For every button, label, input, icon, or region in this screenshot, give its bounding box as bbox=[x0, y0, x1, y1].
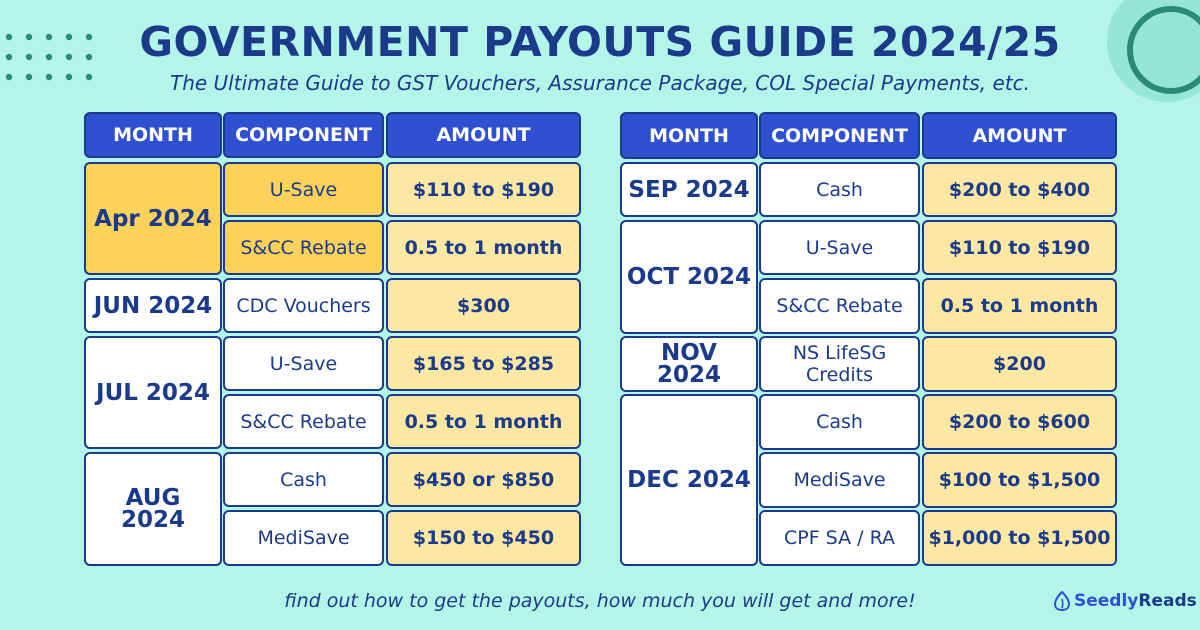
amount-cell: 0.5 to 1 month bbox=[922, 278, 1117, 334]
component-cell: CPF SA / RA bbox=[759, 510, 920, 566]
component-cell: S&CC Rebate bbox=[759, 278, 920, 334]
header-component: COMPONENT bbox=[223, 112, 384, 158]
amount-cell: $100 to $1,500 bbox=[922, 452, 1117, 508]
page-subtitle: The Ultimate Guide to GST Vouchers, Assu… bbox=[169, 71, 1031, 95]
header-month: MONTH bbox=[84, 112, 222, 158]
payouts-table-left: MONTH COMPONENT AMOUNT Apr 2024 U-Save $… bbox=[84, 112, 581, 566]
brand-name-reads: Reads bbox=[1138, 591, 1197, 611]
ring-decoration bbox=[1127, 6, 1200, 94]
amount-cell: $150 to $450 bbox=[386, 510, 581, 566]
month-cell: NOV 2024 bbox=[620, 336, 758, 392]
component-cell: U-Save bbox=[223, 162, 384, 217]
component-cell: U-Save bbox=[223, 336, 384, 391]
component-cell: U-Save bbox=[759, 220, 920, 275]
month-cell: SEP 2024 bbox=[620, 162, 758, 217]
dot-grid-decoration bbox=[5, 33, 93, 81]
amount-cell: $450 or $850 bbox=[386, 452, 581, 507]
component-cell: Cash bbox=[223, 452, 384, 507]
header-amount: AMOUNT bbox=[386, 112, 581, 158]
brand-name-seedly: Seedly bbox=[1074, 591, 1139, 611]
component-cell: Cash bbox=[759, 162, 920, 217]
amount-cell: $300 bbox=[386, 278, 581, 333]
month-cell: OCT 2024 bbox=[620, 220, 758, 334]
component-cell: MediSave bbox=[223, 510, 384, 566]
month-cell: JUL 2024 bbox=[84, 336, 222, 449]
month-cell: Apr 2024 bbox=[84, 162, 222, 275]
component-cell: CDC Vouchers bbox=[223, 278, 384, 333]
brand-logo[interactable]: Seedly Reads bbox=[1053, 588, 1197, 614]
header-month: MONTH bbox=[620, 112, 758, 159]
amount-cell: $110 to $190 bbox=[386, 162, 581, 217]
payouts-table-right: MONTH COMPONENT AMOUNT SEP 2024 Cash $20… bbox=[620, 112, 1117, 566]
amount-cell: $110 to $190 bbox=[922, 220, 1117, 275]
amount-cell: $200 bbox=[922, 336, 1117, 392]
amount-cell: $1,000 to $1,500 bbox=[922, 510, 1117, 566]
component-cell: Cash bbox=[759, 394, 920, 450]
component-cell: S&CC Rebate bbox=[223, 220, 384, 275]
month-cell: AUG 2024 bbox=[84, 452, 222, 566]
component-cell: S&CC Rebate bbox=[223, 394, 384, 449]
amount-cell: $200 to $600 bbox=[922, 394, 1117, 450]
amount-cell: 0.5 to 1 month bbox=[386, 220, 581, 275]
header-component: COMPONENT bbox=[759, 112, 920, 159]
header-amount: AMOUNT bbox=[922, 112, 1117, 159]
component-cell: NS LifeSG Credits bbox=[759, 336, 920, 392]
month-cell: DEC 2024 bbox=[620, 394, 758, 566]
seedly-logo-icon bbox=[1053, 591, 1071, 611]
page-title: GOVERNMENT PAYOUTS GUIDE 2024/25 bbox=[139, 18, 1061, 66]
component-cell: MediSave bbox=[759, 452, 920, 508]
amount-cell: $165 to $285 bbox=[386, 336, 581, 391]
amount-cell: $200 to $400 bbox=[922, 162, 1117, 217]
footer-tagline: find out how to get the payouts, how muc… bbox=[284, 590, 916, 612]
month-cell: JUN 2024 bbox=[84, 278, 222, 333]
amount-cell: 0.5 to 1 month bbox=[386, 394, 581, 449]
